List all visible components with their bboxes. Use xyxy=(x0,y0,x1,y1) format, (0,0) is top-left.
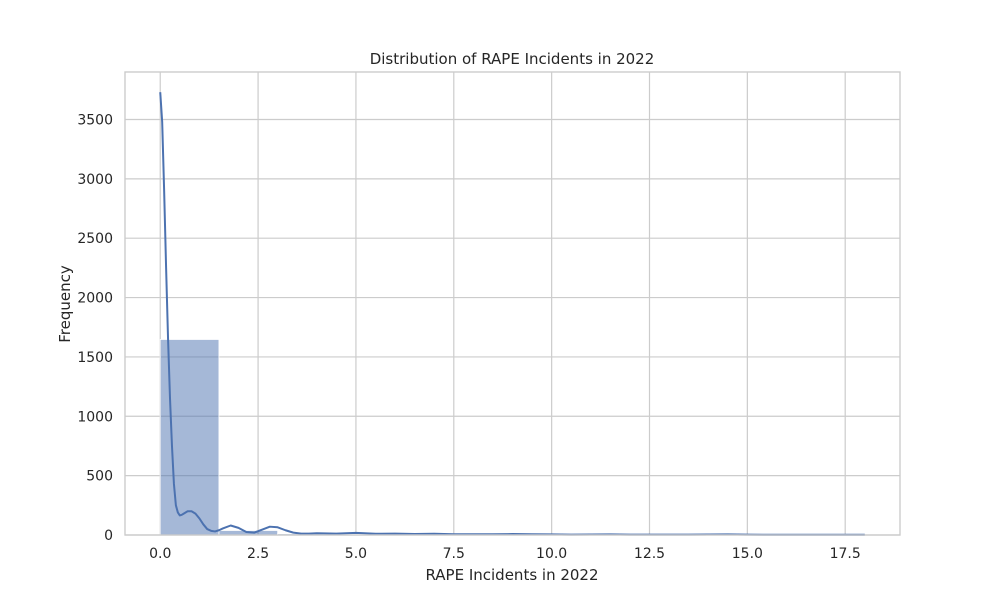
y-tick-labels: 0 500 1000 1500 2000 2500 3000 3500 xyxy=(77,112,113,544)
y-tick-label: 2000 xyxy=(77,291,113,307)
x-tick-label: 5.0 xyxy=(345,546,367,562)
plot-frame xyxy=(124,71,901,536)
x-tick-label: 15.0 xyxy=(732,546,763,562)
kde-curve-layer xyxy=(159,92,865,536)
y-tick-label: 1000 xyxy=(77,409,113,425)
y-axis-label: Frequency xyxy=(56,265,74,343)
x-tick-label: 17.5 xyxy=(830,546,861,562)
chart-title: Distribution of RAPE Incidents in 2022 xyxy=(370,50,655,68)
x-axis-label: RAPE Incidents in 2022 xyxy=(425,566,598,584)
y-tick-label: 3500 xyxy=(77,112,113,128)
x-tick-label: 7.5 xyxy=(443,546,465,562)
histogram-bars xyxy=(159,339,866,536)
x-tick-label: 2.5 xyxy=(247,546,269,562)
y-tick-label: 500 xyxy=(86,469,113,485)
y-tick-label: 3000 xyxy=(77,172,113,188)
y-tick-label: 0 xyxy=(104,528,113,544)
x-tick-label: 10.0 xyxy=(536,546,567,562)
y-tick-label: 1500 xyxy=(77,350,113,366)
x-tick-label: 12.5 xyxy=(634,546,665,562)
x-tick-label: 0.0 xyxy=(149,546,171,562)
x-tick-labels: 0.0 2.5 5.0 7.5 10.0 12.5 15.0 17.5 xyxy=(149,546,861,562)
kde-curve xyxy=(159,92,865,536)
y-tick-label: 2500 xyxy=(77,231,113,247)
grid xyxy=(125,72,900,536)
